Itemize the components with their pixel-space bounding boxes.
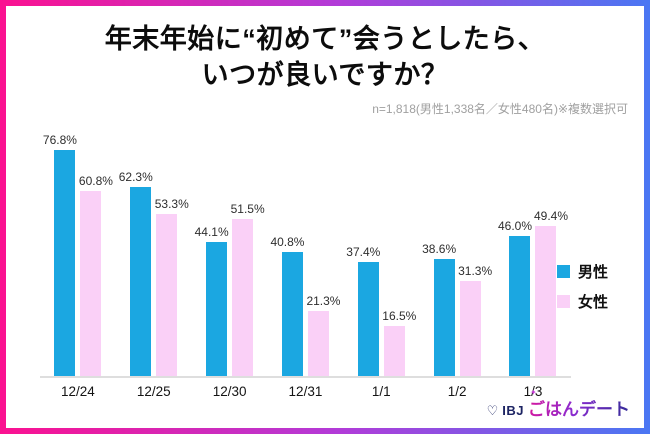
bar-group: 76.8% 60.8% [43, 133, 113, 376]
bar-value-label: 44.1% [194, 224, 229, 239]
bar-男性 [509, 236, 531, 376]
bar-value-label: 60.8% [78, 174, 113, 189]
bar-男性 [206, 241, 228, 376]
bar-男性 [281, 251, 303, 376]
x-tick-label: 12/24 [61, 383, 95, 399]
sparkle-icon: ✦ [530, 388, 537, 397]
bar-value-label: 62.3% [118, 169, 153, 184]
logo-brand: ごはんデート [528, 400, 630, 419]
bar-女性 [383, 325, 405, 376]
legend-label: 女性 [577, 293, 608, 311]
bar-value-label: 38.6% [422, 241, 457, 256]
bar-value-label: 16.5% [382, 308, 417, 323]
bar-column: 60.8% [79, 133, 113, 376]
logo-brand-wrap: ✦ ごはんデート [528, 388, 630, 420]
x-tick-label: 12/31 [288, 383, 323, 399]
bar-group: 37.4% 16.5% [346, 133, 416, 376]
bar-男性 [130, 186, 152, 376]
bar-女性 [80, 191, 102, 376]
bar-男性 [433, 258, 455, 376]
bar-value-label: 49.4% [533, 208, 568, 223]
bar-value-label: 76.8% [42, 132, 77, 147]
bar-group: 38.6% 31.3% [422, 133, 492, 376]
bar-column: 44.1% [195, 133, 229, 376]
bar-value-label: 46.0% [497, 219, 532, 234]
bar-column: 51.5% [231, 133, 265, 376]
bar-column: 62.3% [119, 133, 153, 376]
bar-group: 62.3% 53.3% [119, 133, 189, 376]
bar-column: 76.8% [43, 133, 77, 376]
bar-女性 [535, 225, 557, 376]
plot-area: 76.8% 60.8% 62.3% 53.3% 44.1% 51.5% 40.8% 21.3%… [40, 133, 571, 378]
x-tick-label: 12/30 [212, 383, 247, 399]
bar-value-label: 37.4% [346, 245, 381, 260]
page-title: 年末年始に“初めて”会うとしたら、 いつが良いですか？ [6, 22, 644, 94]
bar-column: 40.8% [270, 133, 304, 376]
sample-size-note: n=1,818(男性1,338名／女性480名)※複数選択可 [372, 101, 628, 116]
bar-column: 31.3% [458, 133, 492, 376]
title-line-2: いつが良いですか？ [201, 59, 449, 90]
x-axis-labels: 12/24 12/25 12/30 12/31 1/1 1/2 1/3 [40, 384, 571, 399]
bar-column: 37.4% [346, 133, 380, 376]
legend-label: 男性 [577, 263, 608, 281]
bar-column: 38.6% [422, 133, 456, 376]
bar-group: 40.8% 21.3% [270, 133, 340, 376]
bar-column: 46.0% [498, 133, 532, 376]
logo-prefix: IBJ [502, 403, 524, 418]
legend-swatch-icon [556, 294, 570, 308]
bar-value-label: 21.3% [306, 294, 341, 309]
x-tick-label: 1/3 [523, 383, 543, 399]
heart-icon: ♡ [486, 403, 499, 418]
chart-card: 年末年始に“初めて”会うとしたら、 いつが良いですか？ n=1,818(男性1,… [6, 6, 644, 428]
bar-value-label: 53.3% [154, 196, 189, 211]
x-tick-label: 1/2 [447, 383, 467, 399]
bar-chart: 76.8% 60.8% 62.3% 53.3% 44.1% 51.5% 40.8% 21.3%… [6, 133, 644, 399]
legend-swatch-icon [556, 264, 570, 278]
bar-女性 [232, 219, 254, 376]
brand-logo: ♡ IBJ ✦ ごはんデート [486, 388, 630, 420]
bar-column: 21.3% [306, 133, 340, 376]
bar-value-label: 40.8% [270, 234, 305, 249]
bar-女性 [307, 311, 329, 376]
x-tick-label: 12/25 [136, 383, 171, 399]
bar-column: 53.3% [155, 133, 189, 376]
bar-value-label: 51.5% [230, 202, 265, 217]
legend-item: 男性 [556, 261, 608, 282]
legend-item: 女性 [556, 291, 608, 312]
bar-column: 49.4% [534, 133, 568, 376]
legend: 男性 女性 [556, 261, 608, 312]
bar-女性 [459, 280, 481, 376]
bar-女性 [156, 213, 178, 376]
bar-value-label: 31.3% [458, 263, 493, 278]
bar-column: 16.5% [382, 133, 416, 376]
bar-男性 [357, 262, 379, 376]
bar-男性 [54, 149, 76, 376]
x-tick-label: 1/1 [371, 383, 391, 399]
bar-group: 44.1% 51.5% [195, 133, 265, 376]
title-line-1: 年末年始に“初めて”会うとしたら、 [104, 24, 546, 54]
bar-group: 46.0% 49.4% [498, 133, 568, 376]
